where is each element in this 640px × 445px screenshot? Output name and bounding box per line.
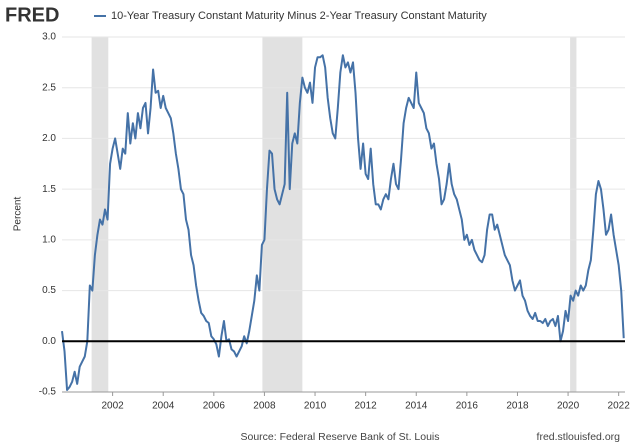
x-tick-label: 2014	[405, 401, 428, 412]
x-tick-label: 2010	[304, 401, 327, 412]
legend-label: 10-Year Treasury Constant Maturity Minus…	[111, 10, 487, 22]
y-tick-label: 0.5	[42, 285, 56, 296]
url[interactable]: fred.stlouisfed.org	[537, 431, 621, 443]
y-tick-label: 1.0	[42, 234, 56, 245]
x-tick-label: 2006	[203, 401, 226, 412]
series-line	[61, 54, 625, 391]
logo: FRED	[5, 4, 59, 26]
x-tick-label: 2018	[506, 401, 529, 412]
recession-band	[570, 37, 577, 392]
recession-band	[262, 37, 303, 392]
y-tick-label: 1.5	[42, 184, 56, 195]
source: Source: Federal Reserve Bank of St. Loui…	[240, 431, 439, 443]
x-tick-label: 2022	[608, 401, 631, 412]
y-tick-label: -0.5	[39, 387, 57, 398]
x-tick-label: 2012	[355, 401, 378, 412]
x-tick-label: 2008	[253, 401, 276, 412]
recession-band	[91, 37, 109, 392]
x-tick-label: 2002	[101, 401, 124, 412]
x-tick-label: 2004	[152, 401, 175, 412]
y-tick-label: 2.0	[42, 133, 56, 144]
y-axis-label: Percent	[13, 197, 24, 232]
x-tick-label: 2020	[557, 401, 580, 412]
y-tick-label: 2.5	[42, 82, 56, 93]
x-tick-label: 2016	[456, 401, 479, 412]
y-tick-label: 3.0	[42, 32, 56, 43]
y-tick-label: 0.0	[42, 336, 56, 347]
